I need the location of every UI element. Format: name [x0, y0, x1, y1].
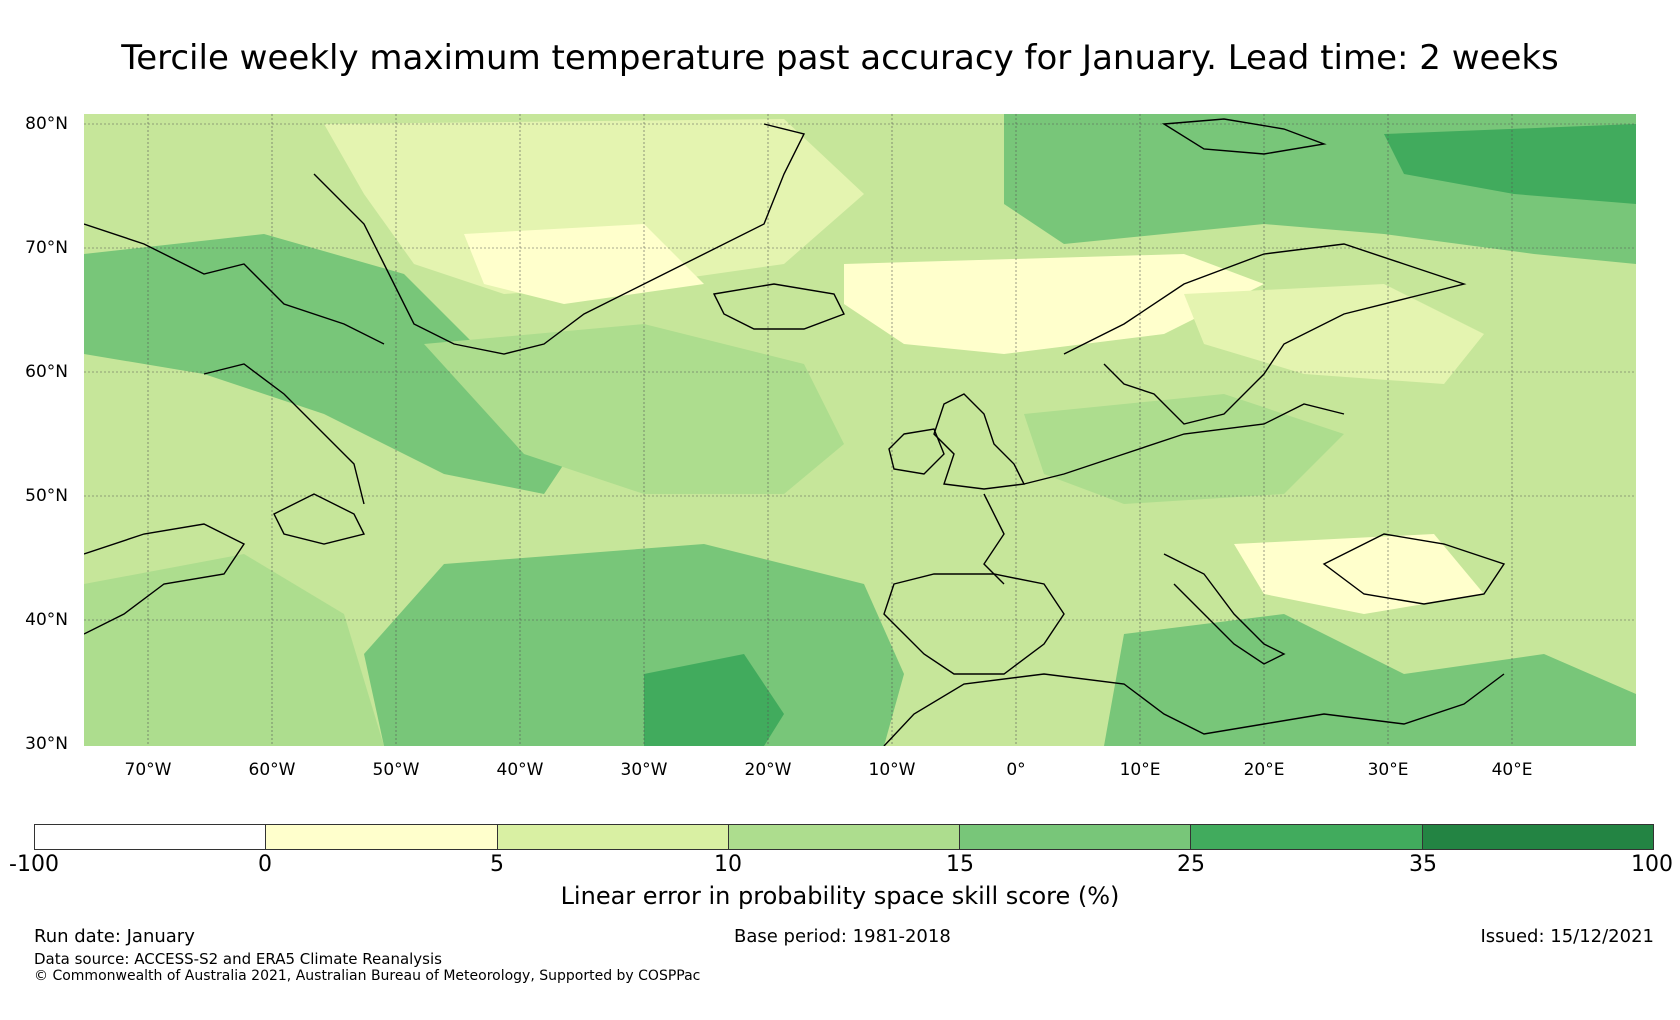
- patch-atlantic-south-dark: [644, 654, 784, 746]
- coast-black-sea: [1322, 533, 1506, 605]
- lat-label-80n: 80°N: [25, 114, 68, 134]
- lon-label-20w: 20°W: [744, 760, 792, 780]
- colorbar-tick: 100: [1631, 852, 1673, 877]
- lat-label-60n: 60°N: [25, 362, 68, 382]
- coast-ireland: [888, 428, 945, 475]
- lon-label-30w: 30°W: [620, 760, 668, 780]
- lon-label-20e: 20°E: [1243, 760, 1285, 780]
- patch-atlantic-south: [364, 544, 904, 746]
- colorbar-tick: 35: [1409, 852, 1437, 877]
- patch-black-sea-pale: [1234, 534, 1484, 614]
- lon-label-10w: 10°W: [868, 760, 916, 780]
- patch-europe-pale: [1184, 284, 1484, 384]
- lon-label-70w: 70°W: [124, 760, 172, 780]
- colorbar-tick: 10: [714, 852, 742, 877]
- lon-label-40w: 40°W: [496, 760, 544, 780]
- colorbar-segment: [497, 825, 729, 849]
- coast-iberia: [883, 573, 1065, 675]
- colorbar-tick: 5: [490, 852, 504, 877]
- colorbar-segment: [728, 825, 961, 849]
- colorbar-label: Linear error in probability space skill …: [560, 882, 1120, 910]
- colorbar-tick: -100: [9, 852, 59, 877]
- graticule: [84, 114, 1636, 746]
- map-title: Tercile weekly maximum temperature past …: [121, 38, 1559, 78]
- issued-date: Issued: 15/12/2021: [1480, 926, 1654, 947]
- coast-scandinavia: [1063, 243, 1467, 425]
- colorbar-tick: 0: [258, 852, 272, 877]
- colorbar-segment: [266, 825, 498, 849]
- lon-label-40e: 40°E: [1491, 760, 1533, 780]
- lon-label-30e: 30°E: [1367, 760, 1409, 780]
- patch-mediterranean: [1104, 614, 1636, 746]
- coast-north-africa: [883, 673, 1505, 746]
- lat-label-40n: 40°N: [25, 610, 68, 630]
- coast-europe-west: [1023, 403, 1345, 485]
- coast-canada-north: [84, 223, 385, 345]
- coast-labrador: [203, 363, 365, 505]
- colorbar-tick: 15: [946, 852, 974, 877]
- coast-iceland: [712, 283, 845, 330]
- lat-label-70n: 70°N: [25, 238, 68, 258]
- coast-greenland: [313, 123, 806, 355]
- coast-great-britain: [933, 393, 1026, 490]
- coast-newfoundland: [273, 493, 366, 545]
- skill-score-patches: [84, 114, 1636, 746]
- lon-label-0: 0°: [1006, 760, 1026, 780]
- colorbar-segment: [35, 825, 267, 849]
- patch-europe-mid: [1024, 394, 1344, 504]
- colorbar-tick: 25: [1177, 852, 1205, 877]
- colorbar-segment: [960, 825, 1192, 849]
- lon-label-60w: 60°W: [248, 760, 296, 780]
- patch-atlantic-mid: [424, 324, 844, 494]
- colorbar: [34, 824, 1654, 850]
- lat-label-30n: 30°N: [25, 734, 68, 754]
- patch-labrador: [84, 234, 584, 494]
- patch-greenland-light: [324, 119, 864, 294]
- coast-italy: [1163, 553, 1286, 665]
- colorbar-segment: [1191, 825, 1423, 849]
- base-period: Base period: 1981-2018: [734, 926, 951, 947]
- coast-nova-scotia: [84, 523, 246, 635]
- lon-label-10e: 10°E: [1119, 760, 1161, 780]
- colorbar-segment: [1422, 825, 1653, 849]
- coast-svalbard: [1161, 118, 1327, 155]
- run-date: Run date: January: [34, 926, 195, 947]
- lat-label-50n: 50°N: [25, 486, 68, 506]
- copyright: © Commonwealth of Australia 2021, Austra…: [34, 968, 701, 984]
- patch-west-atlantic: [84, 554, 384, 746]
- lon-label-50w: 50°W: [372, 760, 420, 780]
- coast-france: [983, 493, 1005, 585]
- coastlines: [84, 118, 1506, 746]
- patch-norway-sea-pale: [844, 254, 1264, 354]
- patch-arctic-east-dark: [1384, 124, 1636, 204]
- data-source: Data source: ACCESS-S2 and ERA5 Climate …: [34, 950, 442, 968]
- skill-score-map: [84, 114, 1636, 746]
